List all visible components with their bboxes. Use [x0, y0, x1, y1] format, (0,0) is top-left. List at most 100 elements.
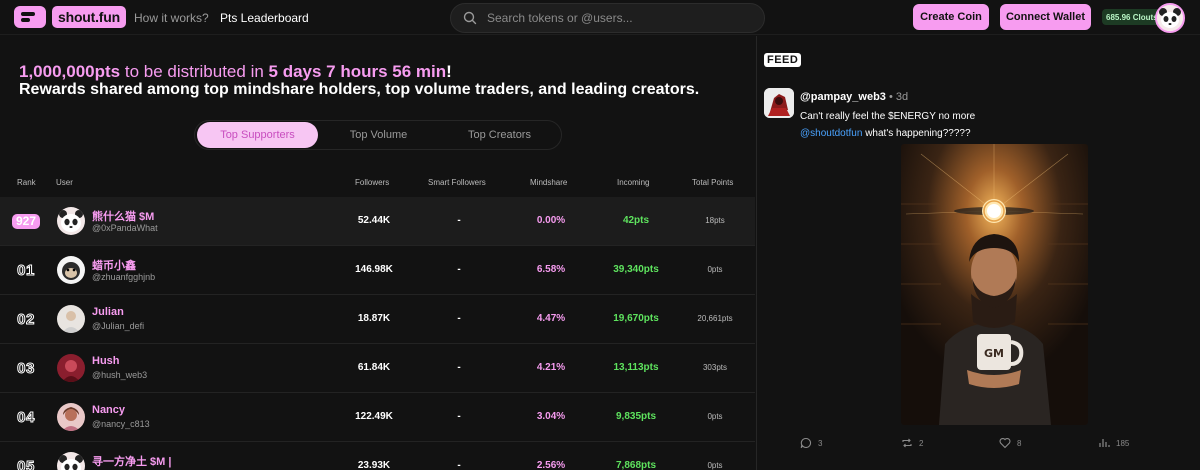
smart-followers-cell: -	[457, 460, 461, 470]
mindshare-cell: 3.04%	[536, 411, 566, 422]
user-handle[interactable]: @nancy_c813	[92, 419, 150, 429]
total-points-cell: 303pts	[702, 363, 728, 372]
table-row[interactable]: 04 Nancy @nancy_c813 122.49K - 3.04% 9,835pts 0…	[0, 393, 755, 442]
reward-banner-subtitle: Rewards shared among top mindshare holde…	[19, 81, 700, 98]
reward-points: 1,000,000pts	[19, 62, 121, 81]
followers-cell: 18.87K	[357, 313, 391, 324]
mug-text: GM	[984, 347, 1004, 360]
search-icon	[463, 11, 477, 25]
nav-how-it-works[interactable]: How it works?	[134, 11, 209, 25]
user-name[interactable]: 寻一方净土 $M |	[92, 456, 172, 468]
post-separator: •	[889, 91, 893, 103]
incoming-cell: 39,340pts	[613, 264, 659, 275]
search-input[interactable]	[487, 11, 737, 25]
like-count: 8	[1017, 438, 1022, 448]
post-author-avatar[interactable]	[764, 88, 794, 118]
monkey-avatar-icon[interactable]	[57, 256, 85, 284]
col-incoming[interactable]: Incoming	[617, 178, 650, 187]
post-author[interactable]: @pampay_web3 • 3d	[800, 91, 908, 103]
panda-avatar-icon[interactable]	[57, 207, 85, 235]
nancy-avatar-icon[interactable]	[57, 403, 85, 431]
table-row[interactable]: 05 寻一方净土 $M | 23.93K - 2.56% 7,868pts 0pts	[0, 442, 755, 470]
post-text-line2: @shoutdotfun what's happening?????	[800, 125, 975, 142]
total-points-cell: 20,661pts	[697, 314, 733, 323]
smart-followers-cell: -	[457, 264, 461, 275]
table-row[interactable]: 927 熊什么猫 $M @0xPandaWhat 52.44K - 0.00% 42pts 1…	[0, 197, 755, 246]
post-time: 3d	[895, 91, 909, 103]
user-name[interactable]: 熊什么猫 $M	[92, 211, 155, 223]
panda-avatar-icon[interactable]	[57, 452, 85, 470]
col-mindshare[interactable]: Mindshare	[530, 178, 568, 187]
create-coin-button[interactable]: Create Coin	[913, 4, 989, 30]
panda-avatar-icon	[1157, 5, 1183, 31]
followers-cell: 23.93K	[357, 460, 391, 470]
table-row[interactable]: 03 Hush @hush_web3 61.84K - 4.21% 13,113pts 303…	[0, 344, 755, 393]
smart-followers-cell: -	[457, 313, 461, 324]
user-avatar[interactable]	[1155, 3, 1185, 33]
feed-label: FEED	[764, 53, 802, 67]
tab-top-supporters[interactable]: Top Supporters	[197, 122, 318, 148]
followers-cell: 52.44K	[357, 215, 391, 226]
col-smart-followers[interactable]: Smart Followers	[428, 178, 486, 187]
col-rank: Rank	[17, 178, 36, 187]
leaderboard-panel: 1,000,000pts to be distributed in 5 days…	[0, 36, 755, 470]
post-image[interactable]: GM	[901, 144, 1088, 425]
leaderboard-tabs: Top Supporters Top Volume Top Creators	[194, 120, 562, 150]
views-count: 185	[1116, 438, 1130, 448]
rank-cell: 02	[17, 311, 35, 329]
connect-wallet-button[interactable]: Connect Wallet	[1000, 4, 1091, 30]
col-followers[interactable]: Followers	[355, 178, 390, 187]
user-name[interactable]: Julian	[92, 306, 124, 318]
hush-avatar-icon[interactable]	[57, 354, 85, 382]
logo-icon	[14, 6, 46, 28]
top-bar: shout.fun How it works? Pts Leaderboard …	[0, 0, 1200, 35]
reward-mid-text: to be distributed in	[124, 62, 264, 81]
rank-cell: 927	[12, 214, 40, 229]
heart-icon	[999, 437, 1011, 449]
clouts-balance-badge: 685.96 Clouts	[1102, 9, 1162, 25]
col-total-points[interactable]: Total Points	[692, 178, 734, 187]
nav-pts-leaderboard[interactable]: Pts Leaderboard	[220, 11, 309, 25]
feed-panel: FEED @pampay_web3 • 3d Can't really feel…	[756, 36, 1200, 470]
mindshare-cell: 4.47%	[536, 313, 566, 324]
user-name[interactable]: 蜡币小鑫	[92, 260, 136, 272]
julian-avatar-icon[interactable]	[57, 305, 85, 333]
repost-action[interactable]: 2	[901, 437, 923, 449]
reward-exclamation: !	[446, 62, 452, 81]
table-row[interactable]: 02 Julian @Julian_defi 18.87K - 4.47% 19,670pt…	[0, 295, 755, 344]
table-row[interactable]: 01 蜡币小鑫 @zhuanfgghjnb 146.98K - 6.58% 39,340pt…	[0, 246, 755, 295]
search-bar[interactable]	[450, 3, 765, 33]
comment-icon	[800, 437, 812, 449]
tab-top-volume[interactable]: Top Volume	[349, 129, 408, 141]
post-text-rest: what's happening?????	[862, 128, 971, 139]
logo[interactable]: shout.fun	[14, 6, 126, 28]
post-author-handle[interactable]: @pampay_web3	[800, 91, 886, 103]
reply-count: 3	[818, 438, 823, 448]
user-handle[interactable]: @Julian_defi	[92, 321, 145, 331]
like-action[interactable]: 8	[999, 437, 1021, 449]
user-name[interactable]: Nancy	[92, 404, 126, 416]
reward-countdown: 5 days 7 hours 56 min	[268, 62, 447, 81]
reply-action[interactable]: 3	[800, 437, 822, 449]
total-points-cell: 0pts	[707, 412, 723, 421]
rank-cell: 05	[17, 458, 35, 470]
reward-banner-title: 1,000,000pts to be distributed in 5 days…	[19, 62, 452, 82]
tab-top-creators[interactable]: Top Creators	[468, 129, 531, 141]
col-user: User	[56, 178, 73, 187]
man-with-gm-mug-illustration: GM	[901, 144, 1088, 425]
views-stat[interactable]: 185	[1098, 437, 1129, 449]
repost-count: 2	[919, 438, 924, 448]
character-avatar-icon	[764, 88, 794, 118]
followers-cell: 61.84K	[357, 362, 391, 373]
user-handle[interactable]: @0xPandaWhat	[92, 223, 158, 233]
incoming-cell: 42pts	[622, 215, 650, 226]
user-name[interactable]: Hush	[92, 355, 120, 367]
mindshare-cell: 0.00%	[536, 215, 566, 226]
followers-cell: 122.49K	[355, 411, 393, 422]
followers-cell: 146.98K	[355, 264, 393, 275]
mindshare-cell: 6.58%	[536, 264, 566, 275]
user-handle[interactable]: @zhuanfgghjnb	[92, 272, 156, 282]
user-handle[interactable]: @hush_web3	[92, 370, 148, 380]
post-mention[interactable]: @shoutdotfun	[800, 128, 863, 139]
smart-followers-cell: -	[457, 411, 461, 422]
